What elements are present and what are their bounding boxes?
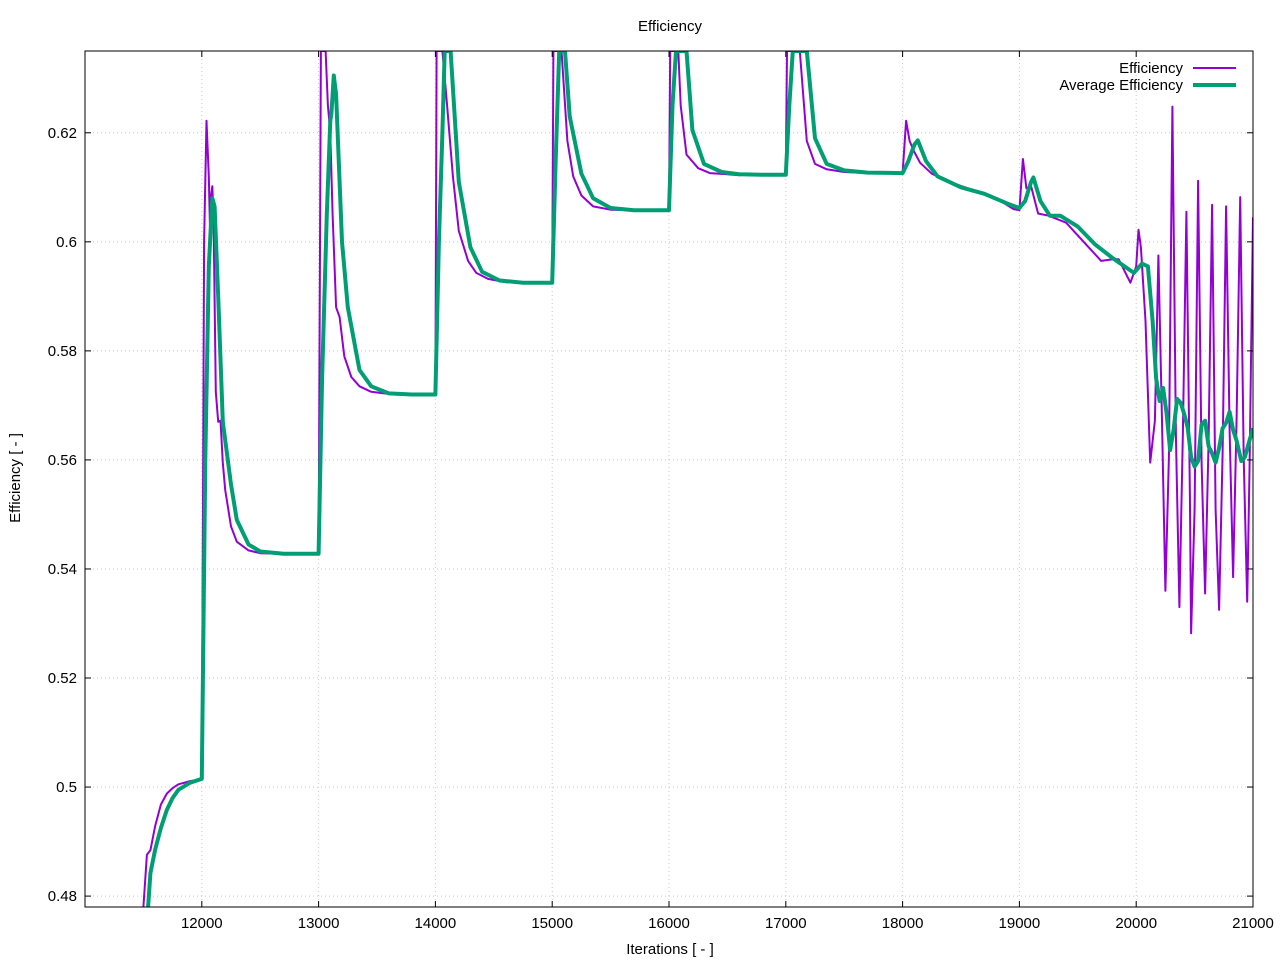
y-axis-label: Efficiency [ - ]: [7, 433, 24, 523]
x-tick-label: 20000: [1115, 915, 1157, 932]
x-tick-label: 12000: [181, 915, 223, 932]
y-tick-label: 0.5: [56, 779, 77, 796]
legend-label: Average Efficiency: [1059, 77, 1183, 94]
y-tick-label: 0.58: [48, 343, 77, 360]
x-tick-label: 17000: [765, 915, 807, 932]
legend-label: Efficiency: [1119, 60, 1183, 77]
x-tick-label: 21000: [1232, 915, 1274, 932]
x-axis-label: Iterations [ - ]: [626, 941, 714, 958]
axis-ticks: 12000 13000 14000 15000 16000 17000 18000 19000…: [48, 51, 1274, 932]
x-tick-label: 18000: [882, 915, 924, 932]
x-tick-label: 14000: [415, 915, 457, 932]
x-tick-label: 16000: [648, 915, 690, 932]
y-tick-label: 0.54: [48, 561, 77, 578]
x-tick-label: 13000: [298, 915, 340, 932]
y-tick-label: 0.6: [56, 234, 77, 251]
y-tick-label: 0.52: [48, 670, 77, 687]
series-line-average-efficiency: [146, 51, 1253, 907]
y-tick-label: 0.56: [48, 452, 77, 469]
chart-title: Efficiency: [638, 18, 702, 35]
y-tick-label: 0.62: [48, 125, 77, 142]
y-tick-label: 0.48: [48, 888, 77, 905]
series-line-efficiency: [142, 51, 1253, 907]
series-layer: [142, 51, 1253, 907]
x-tick-label: 19000: [999, 915, 1041, 932]
x-tick-label: 15000: [531, 915, 573, 932]
